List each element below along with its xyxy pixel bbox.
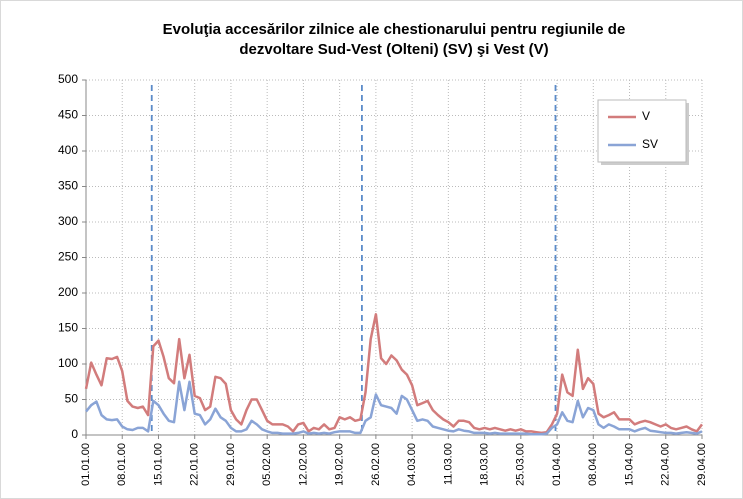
y-tick-label: 250 <box>58 250 78 264</box>
y-tick-label: 450 <box>58 108 78 122</box>
legend <box>597 99 687 163</box>
x-tick-label: 08.01.00 <box>116 443 128 486</box>
x-tick-label: 22.01.00 <box>189 443 201 486</box>
x-tick-label: 15.04.00 <box>623 443 635 486</box>
y-tick-label: 300 <box>58 214 78 228</box>
x-tick-label: 29.01.00 <box>225 443 237 486</box>
x-tick-label: 22.04.00 <box>660 443 672 486</box>
x-tick-label: 29.04.00 <box>696 443 708 486</box>
x-tick-label: 12.02.00 <box>297 443 309 486</box>
chart-title: dezvoltare Sud-Vest (Olteni) (SV) şi Ves… <box>239 41 548 58</box>
x-tick-label: 08.04.00 <box>587 443 599 486</box>
x-tick-label: 05.02.00 <box>261 443 273 486</box>
x-tick-label: 11.03.00 <box>442 443 454 485</box>
y-tick-label: 100 <box>58 356 78 370</box>
x-tick-label: 25.03.00 <box>515 443 527 486</box>
y-tick-label: 500 <box>58 72 78 86</box>
x-tick-label: 01.01.00 <box>80 443 92 486</box>
y-tick-label: 350 <box>58 179 78 193</box>
y-tick-label: 0 <box>71 427 78 441</box>
x-tick-label: 01.04.00 <box>551 443 563 486</box>
x-tick-label: 04.03.00 <box>406 443 418 486</box>
chart-title: Evoluţia accesărilor zilnice ale chestio… <box>163 21 626 38</box>
y-tick-label: 200 <box>58 285 78 299</box>
series-line <box>84 313 704 435</box>
x-tick-label: 26.02.00 <box>370 443 382 486</box>
legend-label: V <box>642 109 650 123</box>
legend-label: SV <box>642 137 658 151</box>
x-tick-label: 19.02.00 <box>334 443 346 486</box>
y-tick-label: 150 <box>58 321 78 335</box>
y-tick-label: 50 <box>65 392 79 406</box>
x-tick-label: 15.01.00 <box>152 443 164 486</box>
y-tick-label: 400 <box>58 143 78 157</box>
series-line <box>85 380 703 436</box>
x-tick-label: 18.03.00 <box>478 443 490 486</box>
